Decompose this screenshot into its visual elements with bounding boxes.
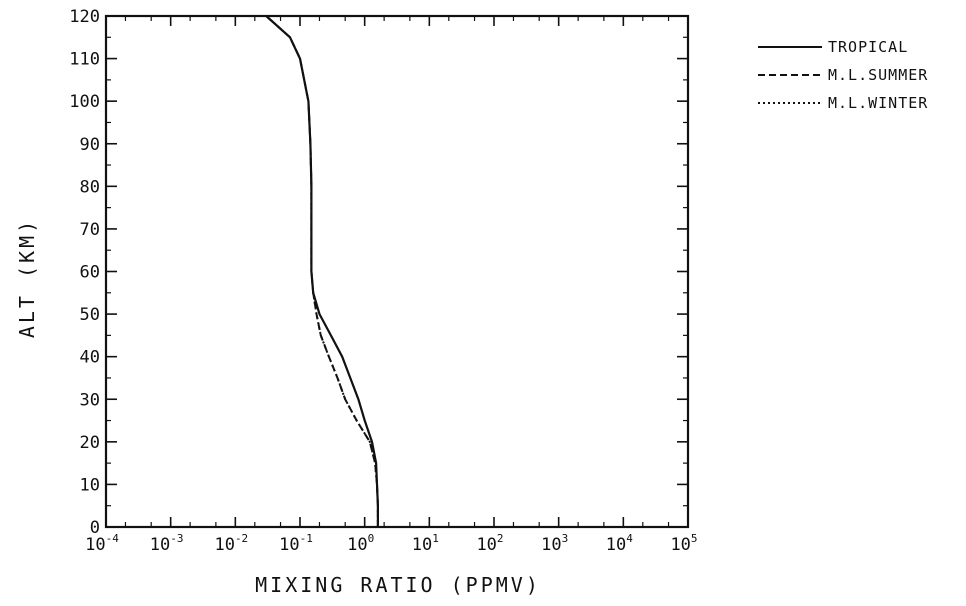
y-tick-label: 110 bbox=[69, 50, 100, 70]
x-tick-label: 10-4 bbox=[85, 532, 119, 555]
y-tick-label: 10 bbox=[80, 475, 100, 495]
series-line-m-l-summer bbox=[265, 15, 379, 527]
plot-area bbox=[104, 14, 690, 529]
x-axis-title: MIXING RATIO (PPMV) bbox=[255, 573, 541, 597]
y-tick-label: 40 bbox=[80, 348, 100, 368]
y-tick-label: 100 bbox=[69, 92, 100, 112]
y-tick-label: 50 bbox=[80, 305, 100, 325]
x-tick-label: 105 bbox=[670, 532, 697, 555]
y-tick-label: 60 bbox=[80, 263, 100, 283]
x-tick-label: 10-3 bbox=[150, 532, 184, 555]
y-axis-title: ALT (KM) bbox=[15, 218, 39, 338]
series-layer bbox=[265, 15, 379, 527]
x-tick-label: 100 bbox=[347, 532, 374, 555]
legend-label: M.L.SUMMER bbox=[828, 66, 928, 84]
y-tick-label: 90 bbox=[80, 135, 100, 155]
tick-labels: 10-4 10-3 10-2 10-1 100 101 102 103 104 105 0 10 20 3… bbox=[69, 7, 697, 555]
series-line-m-l-winter bbox=[265, 15, 379, 527]
y-tick-label: 70 bbox=[80, 220, 100, 240]
x-tick-label: 102 bbox=[476, 532, 503, 555]
axis-ticks bbox=[105, 15, 689, 528]
legend: TROPICAL M.L.SUMMER M.L.WINTER bbox=[758, 38, 928, 112]
x-tick-label: 10-1 bbox=[279, 532, 313, 555]
legend-label: M.L.WINTER bbox=[828, 94, 928, 112]
y-tick-label: 0 bbox=[90, 518, 100, 538]
legend-label: TROPICAL bbox=[828, 38, 908, 56]
y-tick-label: 80 bbox=[80, 177, 100, 197]
x-tick-label: 103 bbox=[541, 532, 568, 555]
x-tick-label: 10-2 bbox=[214, 532, 248, 555]
y-tick-label: 30 bbox=[80, 390, 100, 410]
plot-border bbox=[104, 14, 690, 529]
series-line-tropical bbox=[265, 15, 379, 527]
x-tick-label: 104 bbox=[606, 532, 633, 555]
y-tick-label: 20 bbox=[80, 433, 100, 453]
y-tick-label: 120 bbox=[69, 7, 100, 27]
x-tick-label: 101 bbox=[412, 532, 439, 555]
